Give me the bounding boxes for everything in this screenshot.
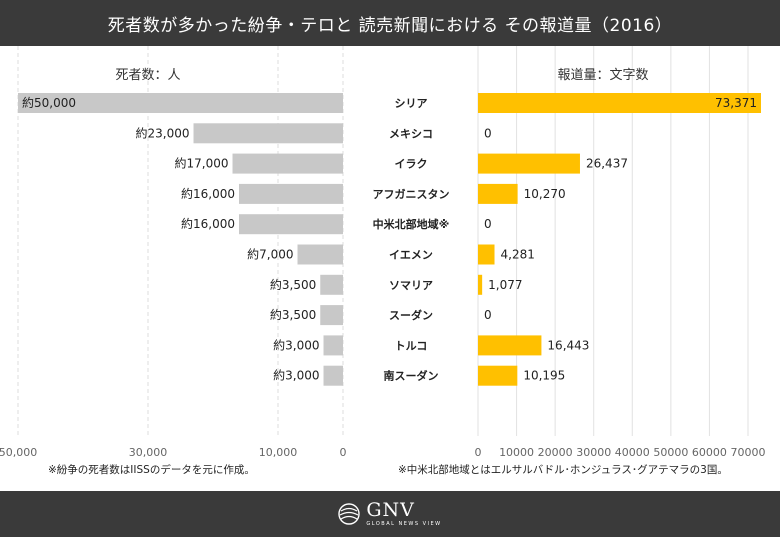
right-tick-label: 10000 <box>499 446 534 459</box>
left-data-label: 約23,000 <box>136 125 190 140</box>
right-bar <box>478 183 518 204</box>
left-bar <box>323 365 343 386</box>
right-axis-title: 報道量：文字数 <box>557 68 648 83</box>
right-tick-label: 70000 <box>730 446 765 459</box>
globe-logo-icon <box>338 503 361 525</box>
left-data-label: 約3,000 <box>273 368 319 383</box>
left-bar <box>320 305 343 326</box>
left-bar <box>193 123 343 144</box>
left-bar <box>239 183 343 204</box>
left-tick-label: 10,000 <box>259 446 298 459</box>
butterfly-bar-chart: 死者数：人 報道量：文字数 シリア 約50,000 73,371 メキシコ 約23,00… <box>0 46 765 476</box>
left-bar <box>232 153 343 174</box>
logo-subtitle: GLOBAL NEWS VIEW <box>366 521 442 527</box>
right-bar <box>478 274 483 295</box>
gnv-logo: GNV GLOBAL NEWS VIEW <box>338 501 441 527</box>
right-footnote: ※中米北部地域とはエルサルバドル･ホンジュラス･グアテマラの3国。 <box>398 463 728 476</box>
left-data-label: 約3,000 <box>273 337 319 352</box>
bars: シリア 約50,000 73,371 メキシコ 約23,000 0 イラク 約17,000 26… <box>18 93 761 386</box>
left-footnote: ※紛争の死者数はIISSのデータを元に作成。 <box>48 463 255 476</box>
category-label: イエメン <box>389 249 433 262</box>
left-bar <box>239 214 343 235</box>
left-bar <box>18 93 343 113</box>
right-tick-label: 20000 <box>538 446 573 459</box>
right-bar <box>478 93 761 113</box>
left-bar <box>320 274 343 295</box>
right-bar <box>478 335 542 356</box>
left-data-label: 約16,000 <box>181 216 235 231</box>
left-axis-title: 死者数：人 <box>115 68 180 83</box>
axis-ticks: 50,000 30,000 10,000 0 0 10000 20000 30000 40000… <box>0 446 765 459</box>
category-label: シリア <box>395 97 428 110</box>
right-data-label: 73,371 <box>715 96 757 110</box>
right-data-label: 0 <box>484 217 492 231</box>
right-data-label: 1,077 <box>488 278 522 292</box>
right-data-label: 0 <box>484 308 492 322</box>
right-bar <box>478 365 518 386</box>
right-data-label: 16,443 <box>547 338 589 352</box>
logo-name: GNV <box>366 499 415 521</box>
left-data-label: 約16,000 <box>181 186 235 201</box>
right-data-label: 10,195 <box>523 369 565 383</box>
left-bar <box>323 335 343 356</box>
chart-header: 死者数が多かった紛争・テロと 読売新聞における その報道量（2016） <box>0 0 780 46</box>
right-bar <box>478 244 495 265</box>
category-label: アフガニスタン <box>373 187 450 201</box>
chart-title: 死者数が多かった紛争・テロと 読売新聞における その報道量（2016） <box>107 15 673 36</box>
right-tick-label: 40000 <box>615 446 650 459</box>
category-label: メキシコ <box>389 127 433 140</box>
left-bar <box>297 244 343 265</box>
right-tick-label: 30000 <box>576 446 611 459</box>
right-data-label: 4,281 <box>501 248 535 262</box>
right-tick-label: 50000 <box>653 446 688 459</box>
chart-footer: GNV GLOBAL NEWS VIEW <box>0 491 780 537</box>
right-tick-label: 60000 <box>692 446 727 459</box>
left-tick-label: 30,000 <box>129 446 168 459</box>
left-tick-label: 0 <box>340 446 347 459</box>
category-label: トルコ <box>395 339 428 352</box>
category-label: イラク <box>395 158 428 171</box>
left-data-label: 約17,000 <box>175 156 229 171</box>
left-data-label: 約3,500 <box>270 307 316 322</box>
right-data-label: 10,270 <box>524 187 566 201</box>
right-bar <box>478 153 580 174</box>
category-label: 南スーダン <box>384 369 439 383</box>
left-data-label: 約7,000 <box>247 247 293 262</box>
right-data-label: 26,437 <box>586 157 628 171</box>
category-label: 中米北部地域※ <box>373 217 450 231</box>
left-data-label: 約50,000 <box>22 95 76 110</box>
left-data-label: 約3,500 <box>270 277 316 292</box>
right-tick-label: 0 <box>475 446 482 459</box>
left-tick-label: 50,000 <box>0 446 37 459</box>
right-data-label: 0 <box>484 126 492 140</box>
category-label: ソマリア <box>389 279 433 292</box>
category-label: スーダン <box>389 308 433 322</box>
